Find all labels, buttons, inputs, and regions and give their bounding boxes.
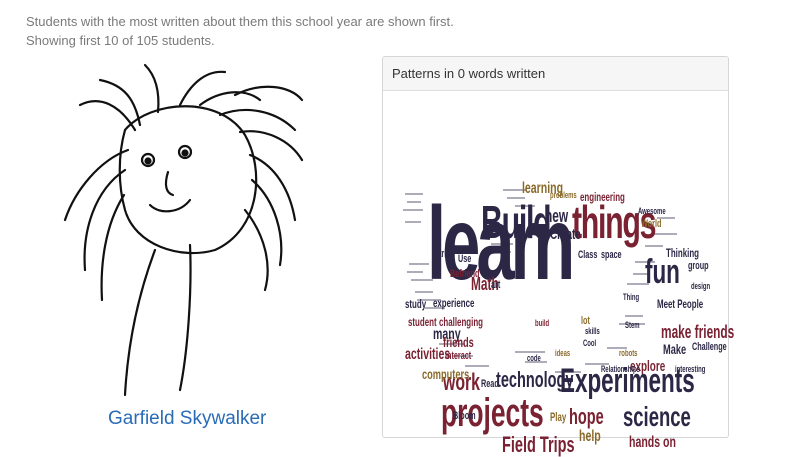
drawing-face bbox=[140, 144, 193, 213]
cloud-word: group bbox=[688, 260, 709, 272]
drawing-head bbox=[118, 105, 258, 255]
cloud-word: Read bbox=[481, 378, 499, 390]
cloud-word: robots bbox=[619, 348, 638, 358]
cloud-word: projects bbox=[441, 391, 544, 435]
cloud-word: hands on bbox=[629, 434, 676, 451]
cloud-word: Thing bbox=[623, 292, 640, 302]
cloud-word: ideas bbox=[555, 348, 571, 358]
cloud-word: build bbox=[535, 318, 550, 328]
cloud-word: technology bbox=[496, 367, 574, 392]
cloud-word: fun bbox=[645, 253, 680, 291]
cloud-word: Cool bbox=[583, 338, 597, 348]
cloud-word: lot bbox=[581, 315, 590, 327]
cloud-word: interesting bbox=[675, 364, 706, 374]
drawing-body bbox=[123, 243, 192, 397]
cloud-word: friends bbox=[443, 334, 474, 350]
cloud-word: learn bbox=[427, 186, 575, 302]
cloud-word: problems bbox=[550, 190, 577, 200]
student-name-link[interactable]: Garfield Skywalker bbox=[108, 408, 267, 429]
cloud-word: Field Trips bbox=[502, 432, 575, 457]
cloud-word: work bbox=[443, 369, 480, 396]
cloud-word: Build bbox=[481, 196, 552, 248]
cloud-word: study bbox=[405, 297, 427, 311]
cloud-word: Relationships bbox=[601, 364, 640, 374]
cloud-word: student bbox=[408, 315, 437, 329]
cloud-word: challenging bbox=[439, 315, 484, 329]
cloud-word: Use bbox=[458, 253, 472, 265]
cloud-word: Thinking bbox=[666, 246, 699, 260]
word-cloud-filler bbox=[403, 189, 677, 373]
cloud-word: experience bbox=[433, 296, 475, 310]
cloud-word: Meet People bbox=[657, 297, 704, 311]
cloud-word: help bbox=[579, 428, 601, 445]
cloud-word: Stem bbox=[625, 320, 640, 330]
cloud-word: Awesome bbox=[638, 206, 666, 216]
cloud-word: code bbox=[527, 353, 541, 363]
cloud-word: Challenge bbox=[692, 341, 727, 353]
cloud-word: learning bbox=[522, 180, 564, 197]
word-cloud: learn Build things Experiments projects … bbox=[395, 109, 734, 456]
cloud-word: Create bbox=[550, 226, 581, 243]
cloud-word: hope bbox=[569, 404, 604, 429]
cloud-word: engineering bbox=[580, 190, 625, 204]
cloud-word: science bbox=[623, 401, 691, 432]
cloud-word: Math bbox=[471, 274, 499, 294]
panel-heading: Patterns in 0 words written bbox=[383, 57, 728, 91]
cloud-word: Class bbox=[578, 249, 598, 261]
cloud-word: skills bbox=[585, 326, 600, 336]
student-drawing bbox=[63, 63, 304, 397]
intro-line-count: Showing first 10 of 105 students. bbox=[26, 33, 215, 48]
cloud-word: activities bbox=[405, 346, 451, 363]
cloud-word: art bbox=[491, 279, 501, 291]
cloud-word: things bbox=[572, 196, 656, 248]
drawing-hair bbox=[63, 63, 304, 302]
cloud-word: Make bbox=[663, 341, 687, 357]
cloud-word: Bloom bbox=[453, 410, 476, 422]
cloud-word: Befriend bbox=[450, 268, 480, 280]
cloud-word: Experiments bbox=[560, 362, 695, 400]
cloud-word: Play bbox=[550, 410, 567, 424]
intro-text: Students with the most written about the… bbox=[26, 12, 454, 50]
cloud-word: World bbox=[641, 218, 662, 230]
cloud-word: design bbox=[691, 281, 711, 291]
cloud-word: new bbox=[545, 206, 569, 226]
cloud-word: many bbox=[433, 326, 461, 343]
intro-line-sort: Students with the most written about the… bbox=[26, 14, 454, 29]
cloud-word: space bbox=[601, 249, 622, 261]
word-cloud-panel: Patterns in 0 words written bbox=[382, 56, 734, 456]
cloud-word: explore bbox=[630, 358, 666, 375]
cloud-word: trips bbox=[439, 248, 455, 260]
cloud-word: interact bbox=[445, 350, 472, 362]
cloud-word: make friends bbox=[661, 322, 735, 342]
cloud-word: computers bbox=[422, 366, 470, 382]
